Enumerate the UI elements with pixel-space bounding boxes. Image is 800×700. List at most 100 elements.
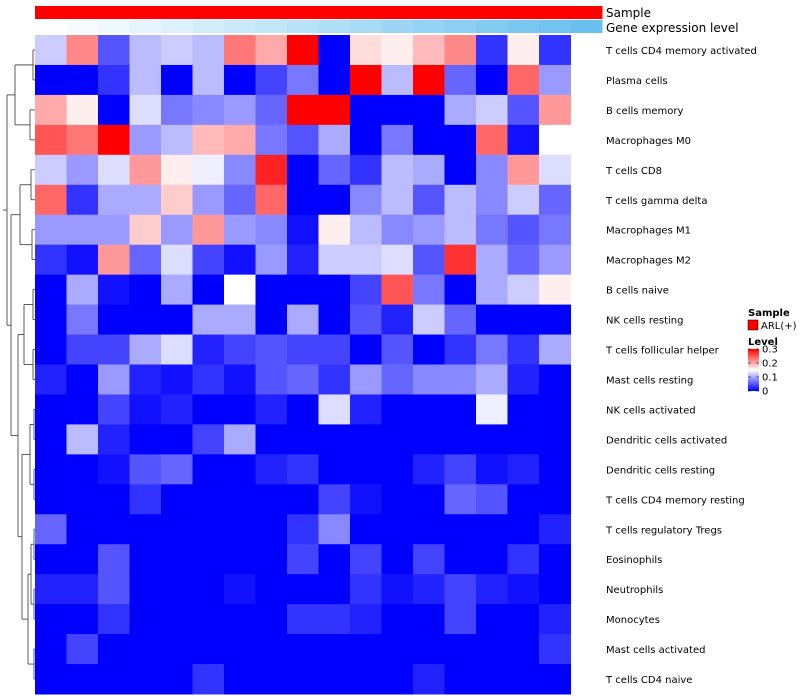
heatmap-cell <box>381 394 414 425</box>
row-label: NK cells resting <box>606 316 683 327</box>
heatmap-cell <box>287 574 319 605</box>
expression-track-cell <box>66 20 99 33</box>
sample-track-cell <box>98 6 130 19</box>
heatmap-cell <box>318 484 351 515</box>
heatmap-cell <box>161 604 193 635</box>
heatmap-cell <box>66 334 99 365</box>
heatmap-cell <box>381 154 414 186</box>
row-label: Neutrophils <box>606 585 663 596</box>
heatmap-cell <box>507 94 540 126</box>
heatmap-cell <box>507 394 540 425</box>
heatmap-cell <box>192 664 225 695</box>
heatmap-cell <box>161 574 193 605</box>
heatmap-cell <box>318 634 351 665</box>
sample-track-cell <box>287 6 319 19</box>
heatmap-cell <box>350 364 382 395</box>
heatmap-cell <box>66 274 99 306</box>
heatmap-cell <box>476 124 508 156</box>
sample-track-cell <box>35 6 67 19</box>
heatmap-cell <box>381 184 414 216</box>
heatmap-cell <box>66 574 99 605</box>
heatmap-cell <box>98 574 130 605</box>
annotation-tracks <box>35 6 603 33</box>
heatmap-cells <box>35 35 571 695</box>
expression-track-cell <box>287 20 319 33</box>
row-label: Dendritic cells activated <box>606 435 727 446</box>
heatmap-cell <box>381 364 414 395</box>
heatmap-cell <box>255 544 288 575</box>
heatmap-cell <box>255 454 288 485</box>
heatmap-cell <box>350 94 382 126</box>
heatmap-cell <box>413 64 445 96</box>
heatmap-cell <box>350 304 382 336</box>
heatmap-cell <box>539 35 571 66</box>
heatmap-cell <box>98 64 130 96</box>
heatmap-cell <box>66 154 99 186</box>
heatmap-cell <box>224 64 256 96</box>
heatmap-cell <box>413 604 445 635</box>
row-label: T cells regulatory Tregs <box>605 525 722 536</box>
heatmap-cell <box>476 214 508 246</box>
heatmap-cell <box>507 124 540 156</box>
sample-track-cell <box>66 6 99 19</box>
heatmap-cell <box>255 214 288 246</box>
heatmap-cell <box>129 184 162 216</box>
heatmap-cell <box>129 124 162 156</box>
heatmap-cell <box>192 424 225 455</box>
expression-track-cell <box>224 20 256 33</box>
heatmap-cell <box>476 514 508 545</box>
heatmap-cell <box>192 124 225 156</box>
heatmap-cell <box>507 544 540 575</box>
heatmap-cell <box>255 604 288 635</box>
sample-track-cell <box>476 6 508 19</box>
legend-tick-label: 0.1 <box>762 373 778 384</box>
heatmap-cell <box>98 394 130 425</box>
heatmap-cell <box>444 124 477 156</box>
heatmap-cell <box>539 454 571 485</box>
legend-level-ticks: 0.3 0.2 0.1 0 <box>748 345 778 398</box>
heatmap-cell <box>539 154 571 186</box>
row-label: Eosinophils <box>606 555 662 566</box>
heatmap-cell <box>539 274 571 306</box>
heatmap-cell <box>192 304 225 336</box>
heatmap-cell <box>35 664 67 695</box>
expression-track-cell <box>507 20 540 33</box>
heatmap-cell <box>287 214 319 246</box>
heatmap-cell <box>129 94 162 126</box>
heatmap-cell <box>224 244 256 276</box>
sample-track-cell <box>192 6 225 19</box>
heatmap-cell <box>129 244 162 276</box>
sample-track-cell <box>224 6 256 19</box>
heatmap-cell <box>192 634 225 665</box>
sample-track-cell <box>381 6 414 19</box>
heatmap-cell <box>318 544 351 575</box>
heatmap-cell <box>350 334 382 365</box>
track-label-expression: Gene expression level <box>606 21 739 35</box>
heatmap-cell <box>224 574 256 605</box>
heatmap-cell <box>350 394 382 425</box>
heatmap-cell <box>507 304 540 336</box>
heatmap-cell <box>444 604 477 635</box>
heatmap-cell <box>318 184 351 216</box>
heatmap-cell <box>161 334 193 365</box>
heatmap-cell <box>476 574 508 605</box>
heatmap-cell <box>350 274 382 306</box>
heatmap-cell <box>381 94 414 126</box>
heatmap-cell <box>192 604 225 635</box>
heatmap-cell <box>507 664 540 695</box>
legend: Sample ARL(+) Level 0.3 0.2 0.1 0 <box>747 308 797 398</box>
heatmap-cell <box>129 664 162 695</box>
heatmap-cell <box>35 94 67 126</box>
heatmap-cell <box>35 124 67 156</box>
heatmap-cell <box>444 664 477 695</box>
heatmap-cell <box>224 334 256 365</box>
row-label: Macrophages M0 <box>606 136 691 147</box>
heatmap-cell <box>66 634 99 665</box>
heatmap-cell <box>444 274 477 306</box>
sample-track-cell <box>161 6 193 19</box>
heatmap-cell <box>255 124 288 156</box>
heatmap-cell <box>192 544 225 575</box>
heatmap-cell <box>129 574 162 605</box>
row-dendrogram <box>3 49 35 680</box>
heatmap-cell <box>476 604 508 635</box>
